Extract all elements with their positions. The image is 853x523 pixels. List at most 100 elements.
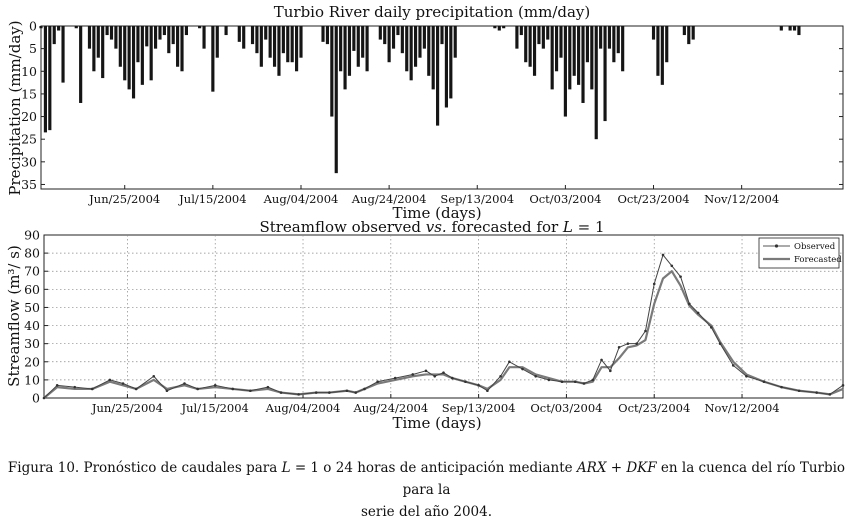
streamflow-x-tick-label: Oct/03/2004 [530, 401, 602, 415]
observed-point [534, 374, 537, 378]
caption-line-1: Figura 10. Pronóstico de caudales para L… [7, 460, 846, 498]
precip-bar [211, 26, 215, 92]
streamflow-x-tick-label: Jun/25/2004 [91, 401, 163, 415]
legend-box [758, 237, 840, 269]
streamflow-series [42, 253, 845, 400]
precip-bar [515, 26, 519, 49]
precip-bar [607, 26, 612, 49]
observed-point [762, 380, 766, 384]
precip-bar [599, 26, 603, 49]
observed-point [477, 384, 480, 387]
precip-bar [788, 26, 792, 31]
streamflow-y-tick-label: 40 [24, 318, 40, 333]
streamflow-x-tick-label: Oct/23/2004 [618, 401, 690, 415]
precip-x-tick-label: Oct/03/2004 [529, 192, 601, 206]
observed-point [442, 371, 445, 374]
precip-bar [272, 26, 277, 67]
precip-x-tick-label: Sep/13/2004 [440, 192, 514, 206]
precip-bar [299, 26, 303, 58]
observed-point [42, 396, 46, 400]
precip-bar [281, 26, 285, 54]
observed-point [213, 384, 217, 387]
precip-bar [198, 26, 202, 29]
precip-bar [427, 26, 431, 76]
streamflow-y-tick-label: 60 [24, 282, 40, 297]
observed-point [731, 364, 735, 367]
precip-bar [180, 26, 184, 72]
precip-x-tick-label: Oct/23/2004 [617, 192, 689, 206]
precip-bar [577, 26, 581, 85]
precip-bar [779, 26, 783, 31]
streamflow-y-tick-label: 80 [24, 246, 40, 261]
observed-point [591, 378, 595, 382]
precip-bar [325, 26, 330, 45]
observed-point [108, 378, 112, 382]
precip-bar [568, 26, 572, 90]
precip-bar [449, 26, 453, 99]
precip-bar [409, 26, 413, 81]
precip-bar [431, 26, 435, 90]
precip-chart-title: Turbio River daily precipitation (mm/day… [274, 3, 591, 21]
precip-bar [127, 26, 131, 90]
precip-bar [57, 26, 61, 31]
precip-bar [290, 26, 294, 63]
observed-point [314, 391, 318, 394]
precip-bar [550, 26, 554, 90]
precip-bar [109, 26, 114, 40]
observed-point [183, 382, 186, 385]
precip-x-axis-label: Time (days) [392, 204, 481, 222]
streamflow-x-tick-label: Sep/13/2004 [442, 401, 516, 415]
precip-bar [497, 26, 501, 31]
legend-observed-marker [774, 244, 779, 248]
precip-bar [537, 26, 541, 45]
precip-bar [176, 26, 180, 67]
precip-bar [365, 26, 369, 72]
precip-bar [92, 26, 96, 72]
streamflow-y-tick-label: 20 [24, 354, 40, 369]
observed-point [718, 342, 722, 345]
precip-bar [378, 26, 382, 40]
observed-point [196, 387, 199, 391]
observed-point [797, 389, 801, 393]
precip-bar [167, 26, 171, 54]
precip-bar [687, 26, 691, 45]
observed-point [266, 385, 270, 389]
observed-point [828, 393, 832, 396]
precip-bar [149, 26, 153, 81]
precip-bar [158, 26, 162, 40]
observed-point [582, 382, 586, 385]
precip-bar [123, 26, 127, 81]
observed-point [644, 329, 647, 333]
precip-bar [572, 26, 576, 76]
precip-bar [334, 26, 338, 174]
precip-bar [391, 26, 396, 49]
precip-bar [96, 26, 100, 58]
precipitation-chart: Turbio River daily precipitation (mm/day… [6, 3, 844, 222]
precip-bar [546, 26, 550, 40]
precip-bar [594, 26, 598, 140]
precip-bar [184, 26, 188, 36]
precip-y-ticks: 0 5 10 15 20 25 30 35 [21, 19, 843, 192]
observed-point [661, 253, 665, 257]
precip-bar [330, 26, 334, 117]
precip-bar [528, 26, 532, 67]
observed-point [560, 380, 564, 384]
observed-point [679, 275, 682, 278]
precip-bar [691, 26, 695, 40]
precip-bar [105, 26, 109, 36]
precip-bar [563, 26, 567, 117]
precip-x-tick-label: Aug/24/2004 [351, 192, 427, 206]
precip-bar [559, 26, 563, 58]
streamflow-x-axis-label: Time (days) [392, 414, 481, 432]
precip-bar [444, 26, 448, 108]
observed-point [652, 282, 656, 286]
precip-bar [114, 26, 118, 49]
observed-point [424, 369, 428, 373]
streamflow-y-tick-label: 90 [24, 228, 40, 243]
observed-point [815, 391, 818, 394]
legend-observed-label: Observed [794, 242, 836, 252]
precip-bar [215, 26, 219, 58]
precip-bar [202, 26, 206, 49]
observed-point [231, 387, 235, 391]
observed-point [55, 384, 59, 387]
